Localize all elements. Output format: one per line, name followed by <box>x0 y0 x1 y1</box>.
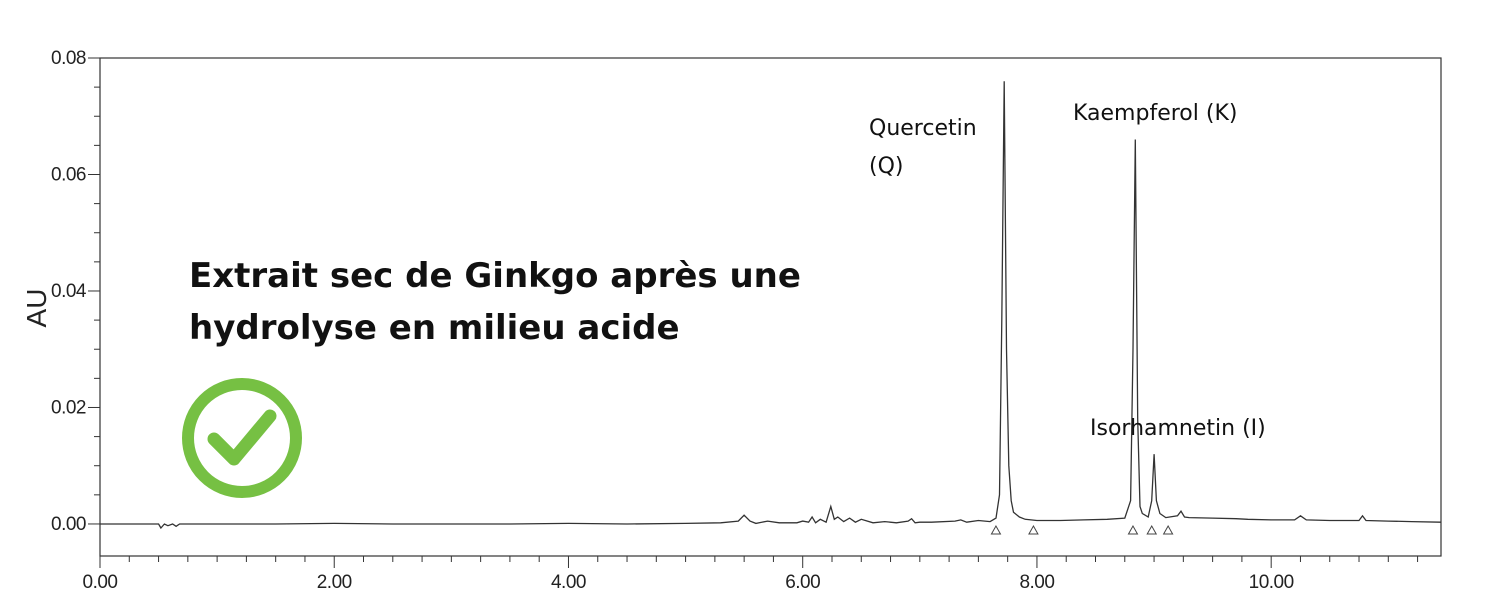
y-tick-label: 0.04 <box>51 281 87 302</box>
integration-marker <box>1162 524 1174 535</box>
peak-label-kaempferol: Kaempferol (K) <box>1073 101 1237 126</box>
peak-label-quercetin-abbrev: (Q) <box>869 154 903 179</box>
y-tick-label: 0.08 <box>51 48 86 69</box>
y-tick-label: 0.02 <box>51 397 86 418</box>
peak-label-isorhamnetin: Isorhamnetin (I) <box>1090 416 1266 441</box>
chromatogram-trace <box>100 81 1442 530</box>
x-tick-label: 10.00 <box>1249 572 1294 593</box>
y-axis-label: AU <box>21 289 52 328</box>
x-tick-label: 2.00 <box>317 572 352 593</box>
integration-marker <box>1146 524 1158 535</box>
check-circle-icon <box>182 378 302 498</box>
integration-marker <box>1028 524 1039 535</box>
x-tick-label: 8.00 <box>1019 572 1054 593</box>
annotation-line-2: hydrolyse en milieu acide <box>189 308 680 348</box>
sample-annotation: Extrait sec de Ginkgo après une hydrolys… <box>189 250 829 354</box>
integration-marker <box>990 524 1002 535</box>
chart-ticks: 0.00 2.00 4.00 6.00 8.00 10.00 0.00 0.02 0.04 0.0… <box>51 48 1419 593</box>
integration-markers <box>990 524 1174 535</box>
peak-label-quercetin: Quercetin <box>869 116 977 141</box>
annotation-line-1: Extrait sec de Ginkgo après une <box>189 256 801 296</box>
y-tick-label: 0.00 <box>51 514 86 535</box>
integration-marker <box>1127 524 1139 535</box>
plot-frame <box>99 57 1442 557</box>
x-tick-label: 4.00 <box>551 572 586 593</box>
chart-axes <box>99 57 1442 557</box>
y-tick-label: 0.06 <box>51 164 86 185</box>
x-tick-label: 0.00 <box>83 572 118 593</box>
x-tick-label: 6.00 <box>785 572 820 593</box>
